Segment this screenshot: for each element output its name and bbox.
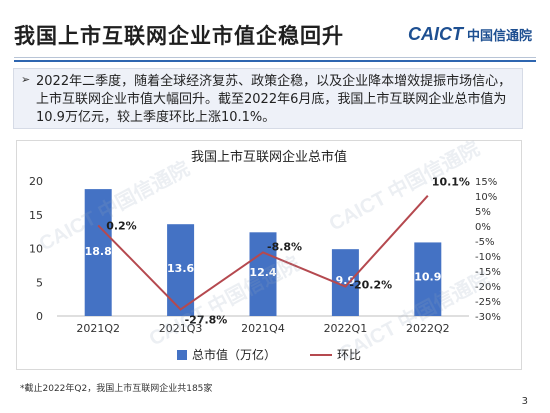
y-right-tick-label: -5% (475, 237, 494, 248)
y-right-tick-label: -10% (475, 252, 501, 263)
bar (414, 242, 442, 316)
y-right-tick-label: -30% (475, 312, 501, 323)
qoq-value-label: -8.8% (267, 240, 302, 253)
footnote: *截止2022年Q2，我国上市互联网企业共185家 (20, 384, 213, 394)
y-right-tick-label: -25% (475, 297, 501, 308)
summary-text: 2022年二季度，随着全球经济复苏、政策企稳，以及企业降本增效提振市场信心，上市… (36, 74, 512, 125)
summary-box: ➢ 2022年二季度，随着全球经济复苏、政策企稳，以及企业降本增效提振市场信心，… (13, 68, 523, 129)
chart-legend: 总市值（万亿） 环比 (17, 346, 521, 363)
qoq-value-label: 0.2% (106, 219, 137, 232)
bar (84, 189, 112, 316)
bar-value-label: 18.8 (85, 245, 112, 258)
y-right-tick-label: -15% (475, 267, 501, 278)
chart-title: 我国上市互联网企业总市值 (190, 150, 347, 165)
y-left-tick-label: 10 (29, 243, 43, 256)
logo-mark: CAICT (407, 24, 463, 44)
y-left-tick-label: 15 (29, 209, 43, 222)
page-number: 3 (521, 396, 528, 407)
x-tick-label: 2022Q2 (406, 322, 450, 335)
market-cap-chart: 我国上市互联网企业总市值 0 5 10 15 20 -30% -25% -20% -15% -10… (16, 140, 522, 370)
x-tick-label: 2022Q1 (324, 322, 368, 335)
caict-logo: CAICT 中国信通院 (408, 24, 532, 45)
x-tick-label: 2021Q3 (159, 322, 203, 335)
bar-value-label: 10.9 (414, 271, 441, 284)
y-left-tick-label: 20 (29, 175, 43, 188)
legend-item-market-cap: 总市值（万亿） (176, 346, 276, 363)
legend-line-swatch (310, 353, 332, 356)
bar-value-label: 12.4 (249, 266, 276, 279)
y-right-tick-label: 15% (475, 177, 497, 188)
y-left-tick-label: 5 (36, 276, 43, 289)
legend-label-qoq: 环比 (337, 348, 362, 362)
y-right-tick-label: 5% (475, 207, 491, 218)
qoq-value-label: -27.8% (185, 313, 228, 326)
chart-plot: 0 5 10 15 20 -30% -25% -20% -15% -10% -5% 0% 5% 10% 15… (29, 175, 501, 335)
page-title: 我国上市互联网企业市值企稳回升 (14, 24, 344, 48)
y-right-tick-label: 10% (475, 192, 497, 203)
legend-item-qoq: 环比 (310, 346, 361, 363)
legend-label-market-cap: 总市值（万亿） (191, 348, 276, 362)
qoq-line (97, 195, 429, 311)
qoq-value-label: -20.2% (349, 279, 392, 292)
bar (249, 232, 277, 316)
y-left-tick-label: 0 (36, 310, 43, 323)
y-right-tick-label: 0% (475, 222, 491, 233)
title-divider (14, 57, 536, 58)
title-divider-accent (14, 60, 536, 62)
bar-value-label: 13.6 (167, 262, 194, 275)
qoq-value-label: 10.1% (432, 176, 470, 189)
legend-bar-swatch (176, 349, 187, 360)
x-tick-label: 2021Q4 (241, 322, 285, 335)
bullet-arrow-icon: ➢ (21, 73, 31, 86)
y-right-tick-label: -20% (475, 282, 501, 293)
logo-chinese-name: 中国信通院 (466, 29, 532, 44)
x-tick-label: 2021Q2 (76, 322, 120, 335)
